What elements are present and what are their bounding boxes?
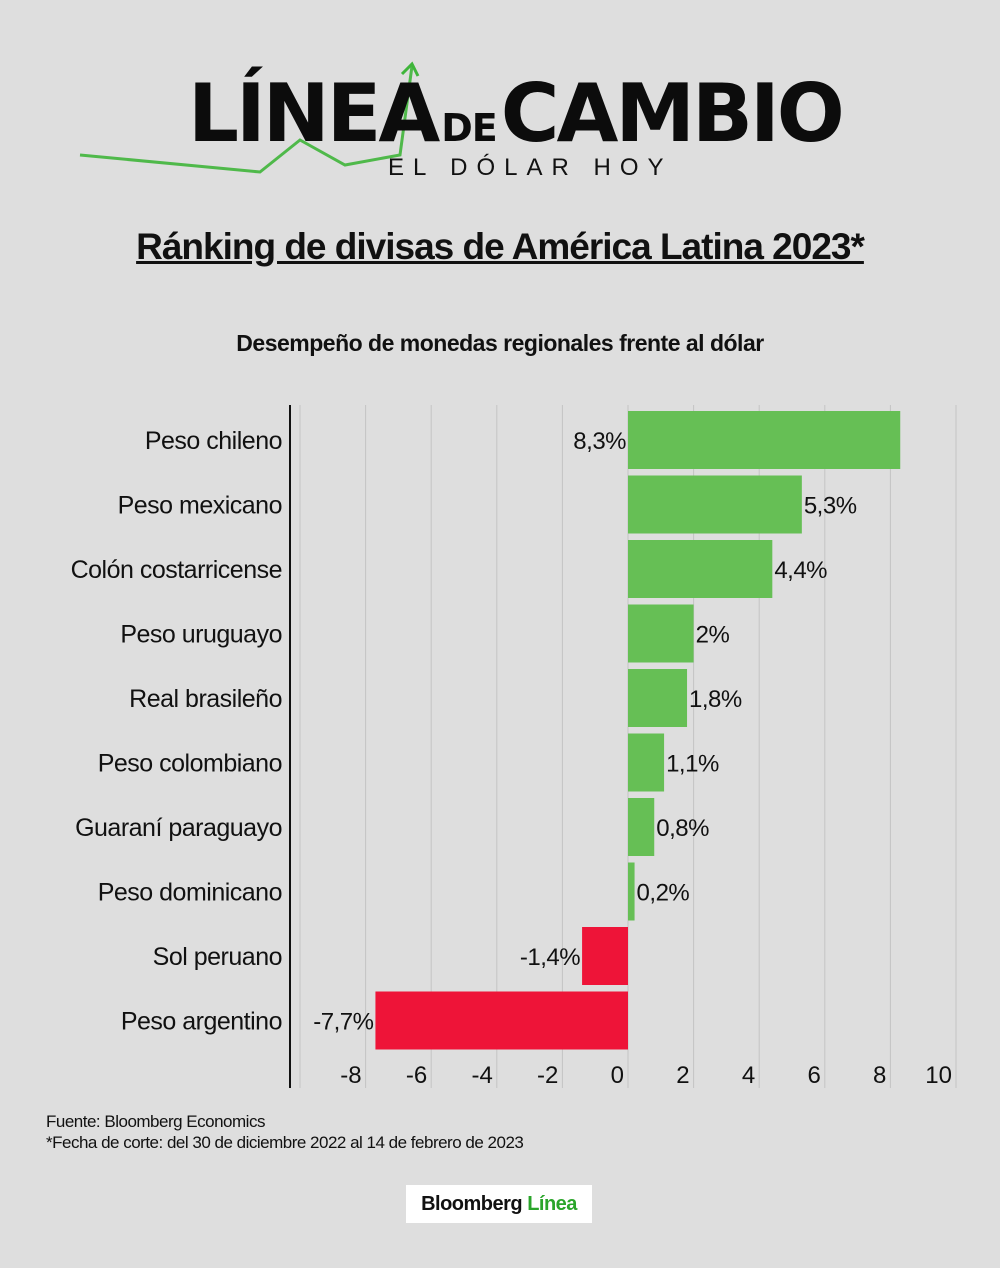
- x-tick-label: -4: [471, 1062, 492, 1089]
- x-tick-label: 8: [873, 1062, 886, 1089]
- logo-title: LÍNEA DECAMBIO: [188, 74, 845, 168]
- logo-subtitle: EL DÓLAR HOY: [388, 154, 673, 181]
- logo-de: DE: [441, 106, 498, 150]
- bar: [628, 540, 773, 598]
- category-label: Real brasileño: [129, 685, 282, 713]
- category-label: Peso chileno: [145, 427, 282, 455]
- data-label: 1,8%: [689, 686, 742, 713]
- bar: [628, 669, 688, 727]
- bar: [628, 475, 802, 534]
- data-label: 2%: [696, 622, 730, 649]
- bar: [628, 604, 694, 663]
- category-label: Peso argentino: [121, 1008, 282, 1036]
- trend-arrow-icon: [79, 61, 420, 174]
- x-tick-label: -8: [340, 1062, 361, 1089]
- x-tick-label: -6: [406, 1062, 427, 1089]
- category-label: Colón costarricense: [71, 556, 282, 584]
- logo-linea: LÍNEA: [188, 67, 440, 160]
- x-tick-label: 4: [742, 1062, 755, 1089]
- x-tick-label: 10: [925, 1062, 952, 1089]
- chart-title: Ránking de divisas de América Latina 202…: [136, 226, 865, 267]
- bloomberg-linea-logo: Bloomberg Línea: [406, 1185, 592, 1223]
- brand-bloomberg: Bloomberg: [421, 1193, 523, 1215]
- x-tick-label: 2: [676, 1062, 689, 1089]
- bar: [628, 733, 665, 792]
- data-label: 0,8%: [656, 815, 709, 842]
- logo-cambio: CAMBIO: [500, 67, 845, 160]
- bar: [375, 991, 628, 1050]
- data-label: -1,4%: [520, 944, 580, 971]
- date-note: *Fecha de corte: del 30 de diciembre 202…: [46, 1133, 524, 1152]
- data-label: 5,3%: [804, 493, 857, 520]
- brand-linea: Línea: [527, 1193, 577, 1215]
- data-label: 4,4%: [774, 557, 827, 584]
- x-tick-label: 0: [611, 1062, 624, 1089]
- category-label: Guaraní paraguayo: [75, 814, 282, 842]
- data-label: -7,7%: [313, 1009, 373, 1036]
- data-label: 0,2%: [637, 880, 690, 907]
- category-label: Peso uruguayo: [120, 621, 282, 649]
- category-label: Peso colombiano: [98, 750, 282, 778]
- chart-subtitle: Desempeño de monedas regionales frente a…: [236, 330, 764, 356]
- bar: [582, 927, 628, 985]
- bar: [628, 798, 655, 856]
- source-note: Fuente: Bloomberg Economics: [46, 1112, 265, 1131]
- x-tick-label: 6: [807, 1062, 820, 1089]
- x-tick-label: -2: [537, 1062, 558, 1089]
- footnotes: Fuente: Bloomberg Economics *Fecha de co…: [46, 1111, 524, 1153]
- category-label: Peso mexicano: [118, 492, 282, 520]
- data-label: 1,1%: [666, 751, 719, 778]
- category-label: Sol peruano: [153, 943, 282, 971]
- category-label: Peso dominicano: [98, 879, 282, 907]
- data-label: 8,3%: [573, 428, 626, 455]
- logo: LÍNEA DECAMBIO EL DÓLAR HOY: [0, 60, 1000, 190]
- bar: [628, 862, 635, 921]
- bar: [628, 411, 901, 469]
